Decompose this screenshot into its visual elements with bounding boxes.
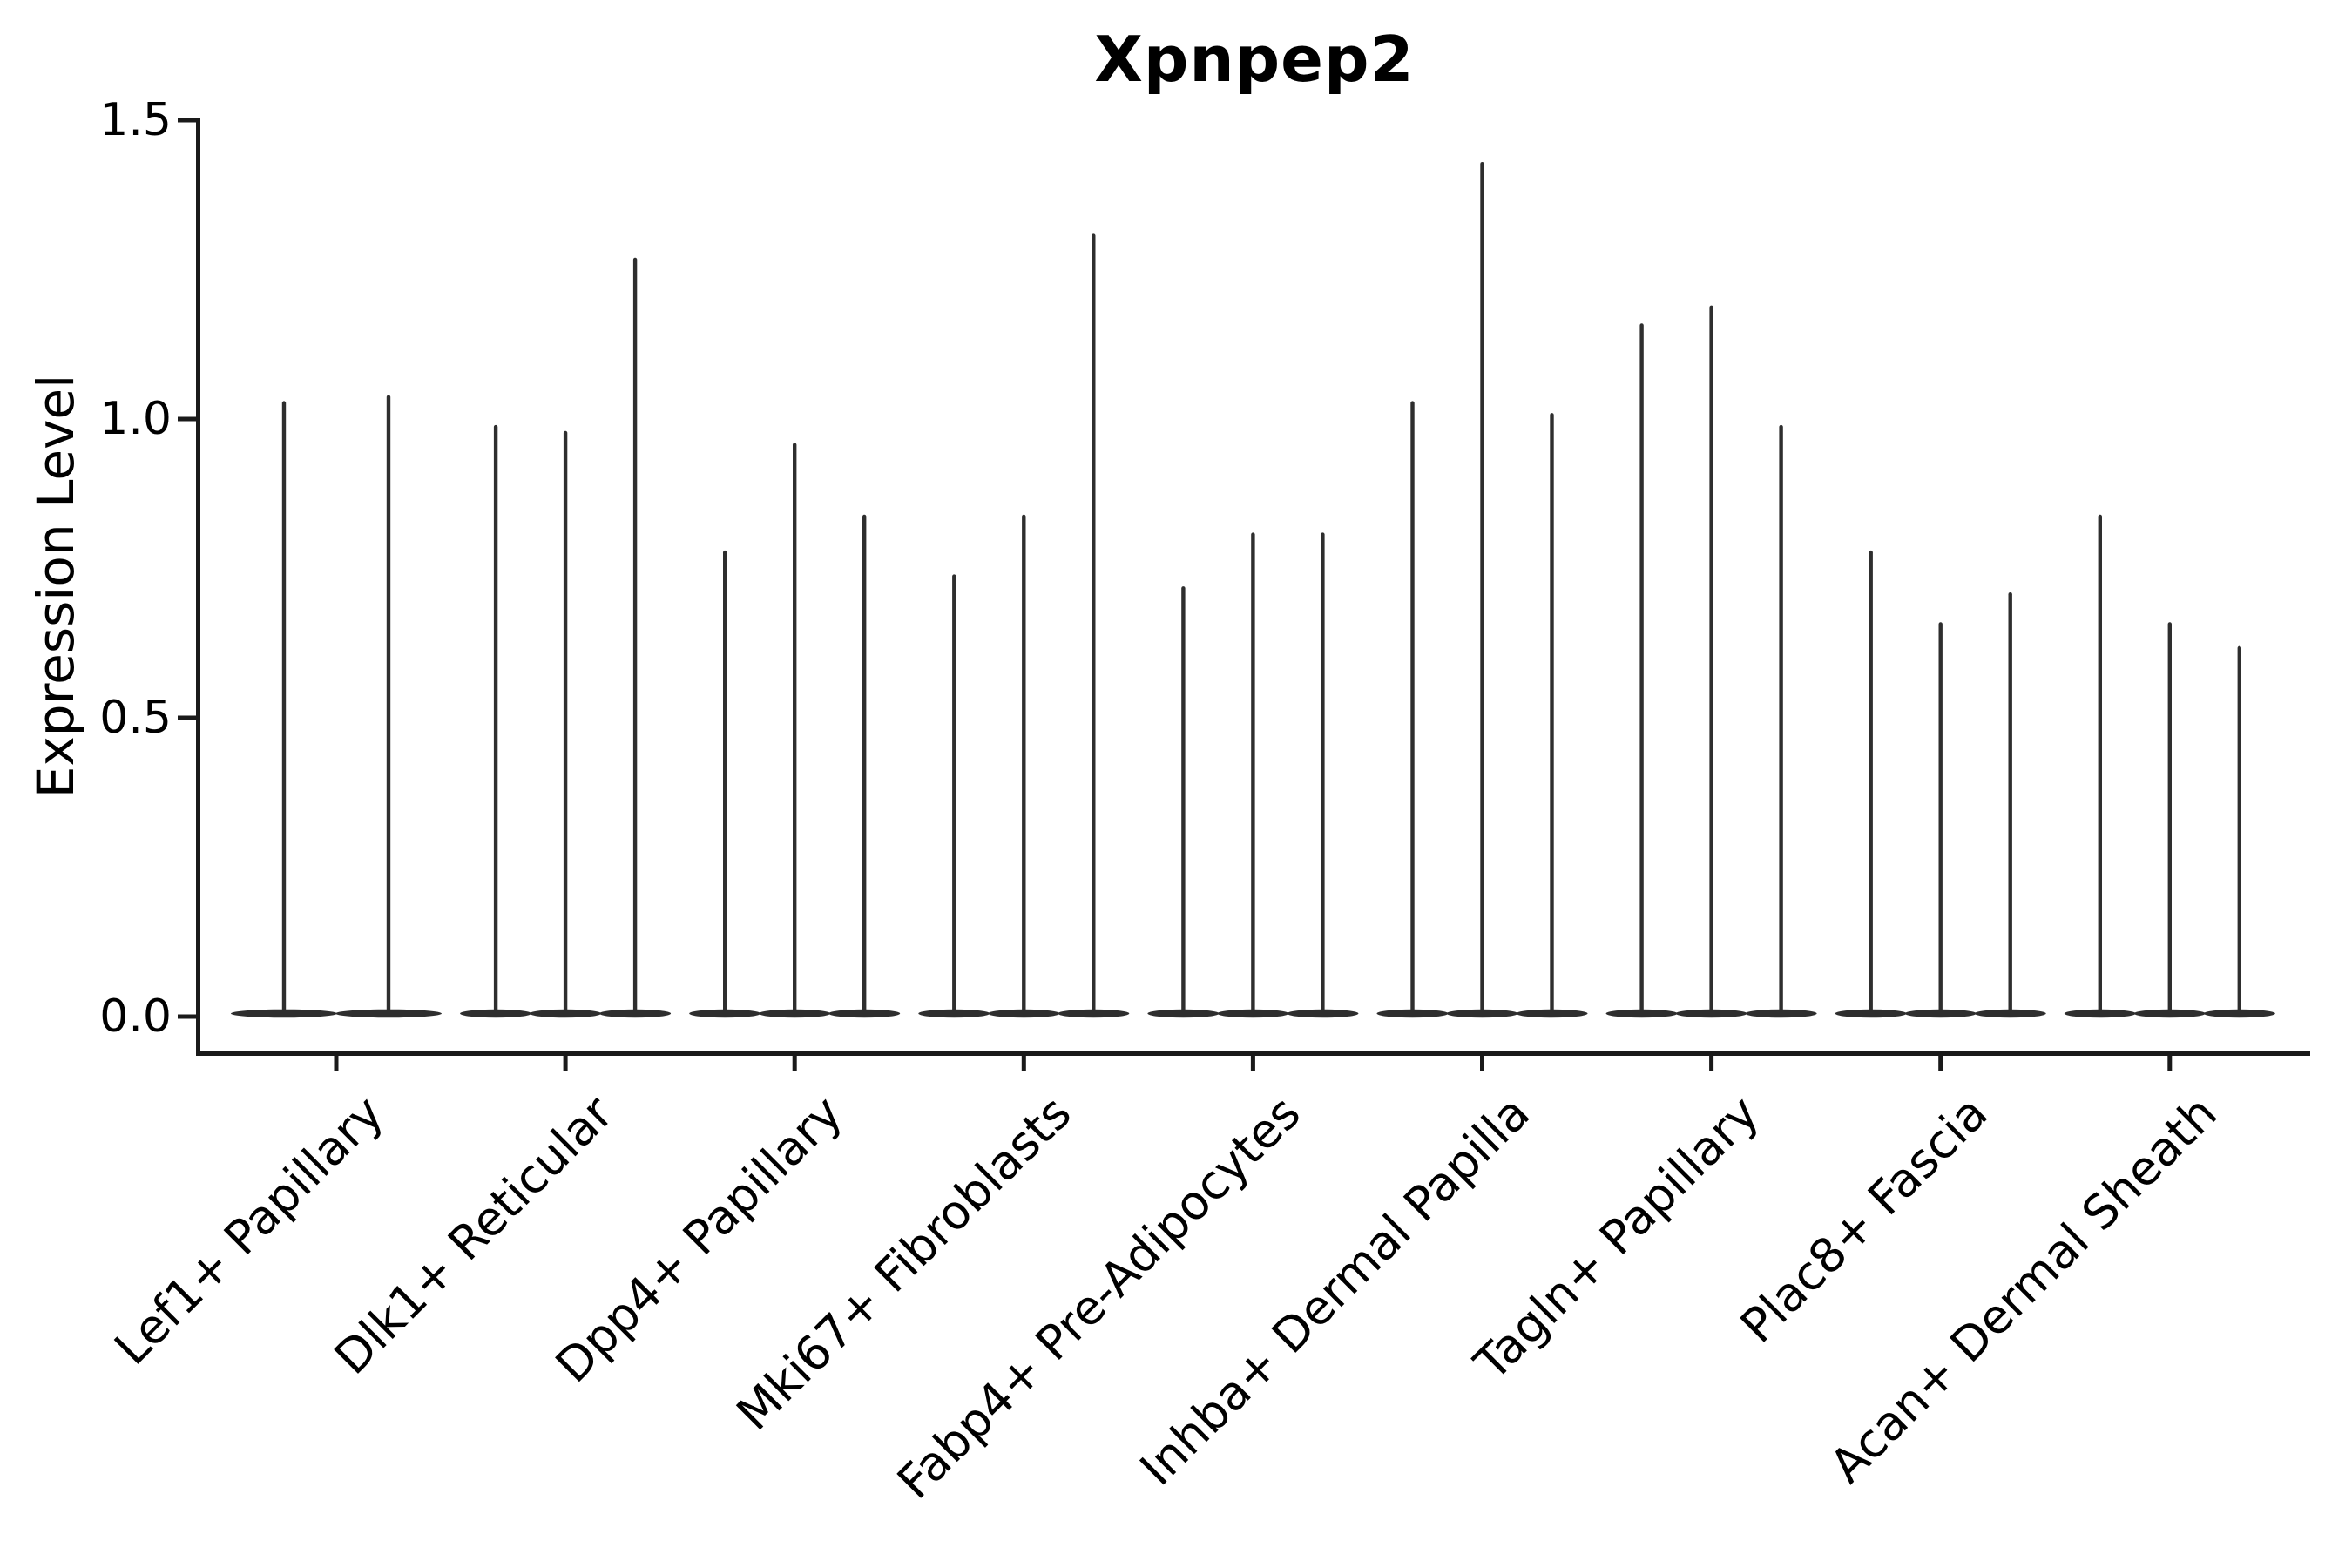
x-tick-mark [1250, 1056, 1255, 1071]
violin-spike [793, 443, 797, 1016]
violin-spike [386, 395, 391, 1016]
y-tick-label: 1.5 [99, 94, 172, 146]
x-tick-mark [1938, 1056, 1943, 1071]
violin-spike [1480, 162, 1484, 1016]
violin-spike [723, 550, 727, 1016]
violin-spike [862, 514, 867, 1016]
violin-spike [1022, 514, 1026, 1016]
x-tick-mark [1021, 1056, 1026, 1071]
y-tick-mark [178, 416, 196, 422]
y-tick-label: 0.0 [99, 990, 172, 1043]
violin-spike [1321, 532, 1325, 1016]
x-tick-mark [1709, 1056, 1714, 1071]
x-axis-spine [196, 1051, 2310, 1056]
x-tick-mark [2167, 1056, 2173, 1071]
violin-spike [2167, 622, 2172, 1016]
violin-spike [1092, 233, 1096, 1016]
violin-spike [952, 574, 956, 1016]
violin-spike [2008, 591, 2012, 1016]
y-tick-mark [178, 118, 196, 123]
violin-spike [563, 430, 568, 1016]
y-tick-mark [178, 715, 196, 720]
violin-spike [1779, 424, 1783, 1016]
violin-spike [2098, 514, 2102, 1016]
x-tick-mark [334, 1056, 339, 1071]
y-tick-label: 1.0 [99, 393, 172, 445]
violin-spike [493, 424, 498, 1016]
violin-spike [2237, 645, 2241, 1016]
y-axis-spine [196, 118, 200, 1056]
violin-spike [1251, 532, 1255, 1016]
x-tick-mark [1480, 1056, 1484, 1071]
violin-spike [632, 257, 638, 1016]
x-tick-mark [792, 1056, 797, 1071]
violin-spike [1550, 413, 1554, 1016]
violin-spike [1938, 622, 1943, 1016]
x-tick-mark [563, 1056, 568, 1071]
violin-spike [1709, 305, 1713, 1016]
violin-spike [1639, 323, 1644, 1016]
chart-title: Xpnpep2 [1094, 23, 1415, 96]
violin-spike [1181, 586, 1186, 1016]
y-tick-label: 0.5 [99, 692, 172, 744]
violin-spike [281, 401, 287, 1016]
violin-spike [1410, 401, 1415, 1016]
y-tick-mark [178, 1014, 196, 1019]
violin-spike [1869, 550, 1873, 1016]
